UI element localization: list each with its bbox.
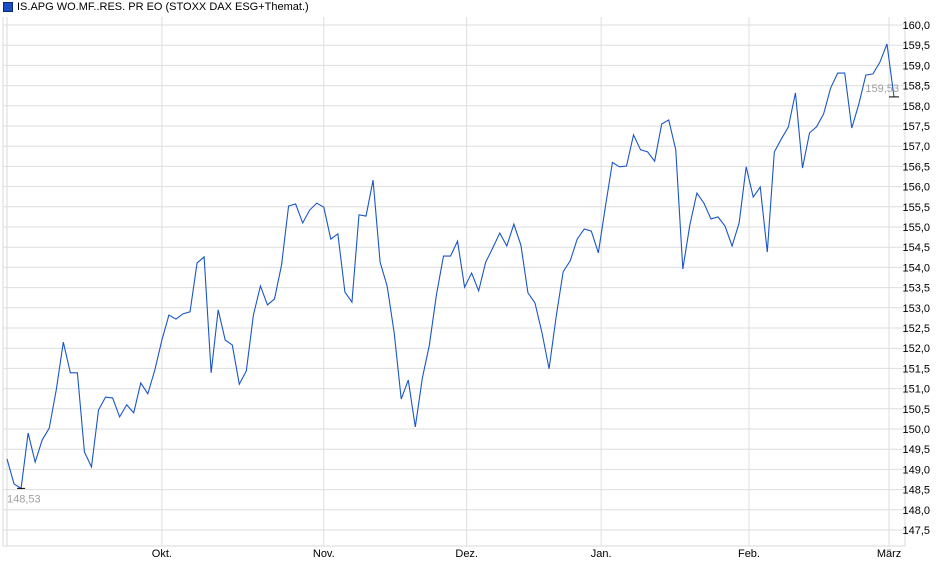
y-tick-label: 152,5 xyxy=(902,323,930,335)
y-tick-label: 151,0 xyxy=(902,384,930,396)
y-tick-label: 155,0 xyxy=(902,222,930,234)
legend-label: IS.APG WO.MF..RES. PR EO (STOXX DAX ESG+… xyxy=(17,1,309,13)
y-tick-label: 152,0 xyxy=(902,343,930,355)
y-tick-label: 153,0 xyxy=(902,303,930,315)
y-tick-label: 148,5 xyxy=(902,485,930,497)
y-tick-label: 154,5 xyxy=(902,242,930,254)
x-tick-label: Nov. xyxy=(313,548,335,560)
max-label: 159,53 xyxy=(865,83,899,95)
legend-swatch xyxy=(3,2,13,12)
y-tick-label: 155,5 xyxy=(902,202,930,214)
y-tick-label: 157,0 xyxy=(902,141,930,153)
y-tick-label: 158,5 xyxy=(902,81,930,93)
y-tick-label: 149,5 xyxy=(902,444,930,456)
y-tick-label: 156,0 xyxy=(902,182,930,194)
y-tick-label: 149,0 xyxy=(902,464,930,476)
y-tick-label: 159,0 xyxy=(902,60,930,72)
y-tick-label: 151,5 xyxy=(902,363,930,375)
y-tick-label: 150,0 xyxy=(902,424,930,436)
x-tick-label: Feb. xyxy=(738,548,760,560)
x-tick-label: Okt. xyxy=(152,548,172,560)
min-label: 148,53 xyxy=(7,493,41,505)
y-tick-label: 153,5 xyxy=(902,283,930,295)
y-tick-label: 160,0 xyxy=(902,20,930,32)
price-line xyxy=(6,43,895,490)
y-tick-label: 147,5 xyxy=(902,525,930,537)
y-tick-label: 156,5 xyxy=(902,161,930,173)
y-tick-label: 157,5 xyxy=(902,121,930,133)
y-tick-label: 150,5 xyxy=(902,404,930,416)
y-tick-label: 148,0 xyxy=(902,505,930,517)
y-tick-label: 158,0 xyxy=(902,101,930,113)
y-tick-label: 159,5 xyxy=(902,40,930,52)
x-tick-label: Jan. xyxy=(591,548,612,560)
y-tick-label: 154,0 xyxy=(902,262,930,274)
legend: IS.APG WO.MF..RES. PR EO (STOXX DAX ESG+… xyxy=(3,1,309,13)
x-tick-label: März xyxy=(877,548,901,560)
x-tick-label: Dez. xyxy=(455,548,478,560)
